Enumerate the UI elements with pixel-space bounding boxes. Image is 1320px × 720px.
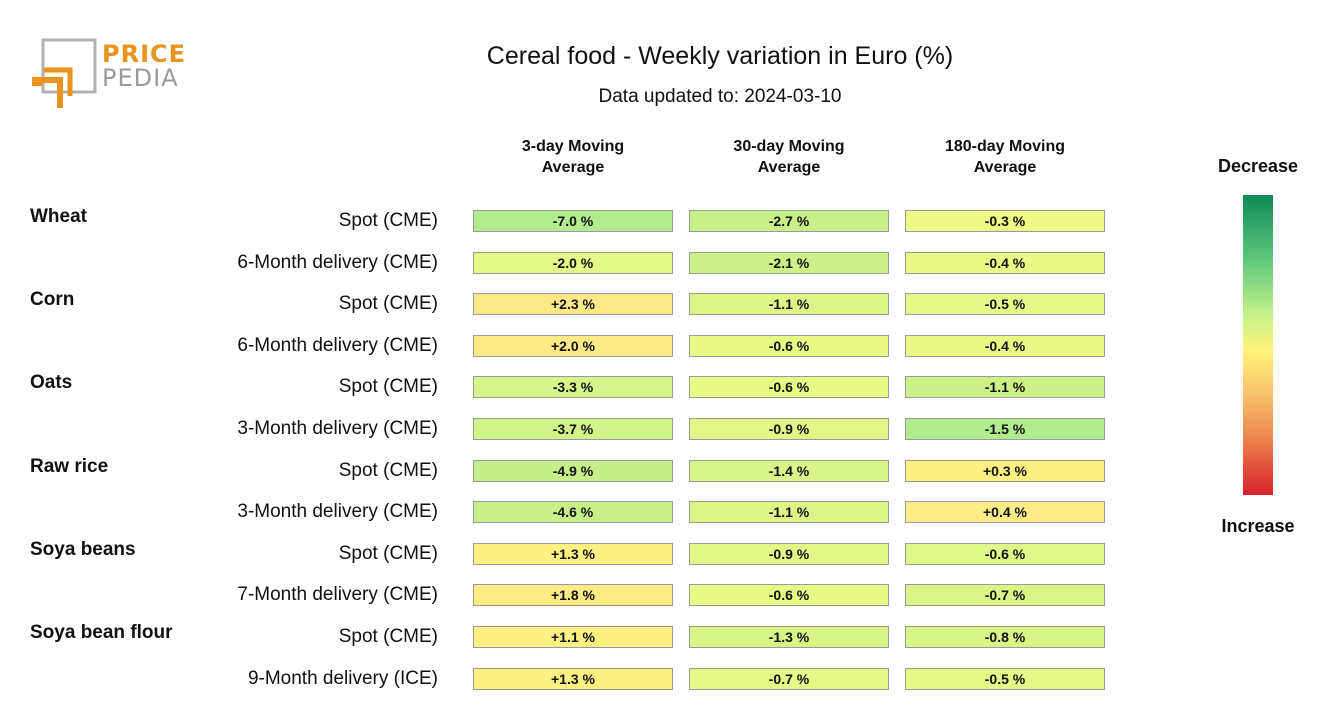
logo-text-pedia: PEDIA [102,64,179,92]
column-header-180day: 180-day Moving Average [905,136,1105,178]
value-cell: -3.7 % [473,418,673,440]
chart-title: Cereal food - Weekly variation in Euro (… [486,42,954,70]
row-label: Spot (CME) [338,210,438,231]
group-label: Raw rice [30,455,109,477]
value-cell: -2.7 % [689,210,889,232]
row-label: 7-Month delivery (CME) [237,584,438,606]
value-cell: -0.6 % [689,584,889,607]
value-cell: -0.8 % [905,626,1105,648]
value-cell: +2.3 % [473,293,673,316]
row-label: 3-Month delivery (CME) [237,501,438,523]
value-cell: -1.4 % [689,459,889,482]
value-cell: +1.1 % [473,626,673,648]
value-cell: -0.7 % [905,584,1105,607]
row-label: Spot (CME) [338,542,438,564]
value-cell: -0.4 % [905,334,1105,357]
value-cell: -7.0 % [473,210,673,232]
value-cell: -1.5 % [905,418,1105,440]
row-label: Spot (CME) [338,626,438,647]
group-label: Wheat [30,206,87,227]
value-cell: -0.3 % [905,210,1105,232]
column-header-line: 3-day Moving [521,138,625,155]
pricepedia-logo: PRICE PEDIA [30,38,200,110]
group-label: Corn [30,289,75,311]
logo-mark-icon [32,38,97,108]
legend-color-scale [1243,195,1273,495]
row-label: 9-Month delivery (ICE) [247,667,438,689]
column-header-line: 30-day Moving [733,138,845,155]
column-header-line: Average [757,159,821,176]
value-cell: -0.5 % [905,667,1105,690]
value-cell: -1.1 % [689,501,889,524]
value-cell: +0.4 % [905,501,1105,524]
value-cell: -0.9 % [689,418,889,440]
group-label: Soya bean flour [30,622,173,643]
group-label: Soya beans [30,538,136,560]
value-cell: -4.6 % [473,501,673,524]
value-cell: -2.1 % [689,251,889,274]
row-label: 6-Month delivery (CME) [237,334,438,356]
row-label: 6-Month delivery (CME) [237,251,438,273]
value-cell: -0.4 % [905,251,1105,274]
value-cell: -0.7 % [689,667,889,690]
row-label: 3-Month delivery (CME) [237,418,438,439]
column-header-3day: 3-day Moving Average [473,136,673,178]
column-header-line: Average [541,159,605,176]
value-cell: -1.1 % [689,293,889,316]
legend-increase-label: Increase [1221,516,1295,536]
group-label: Oats [30,372,73,394]
column-header-line: 180-day Moving [944,138,1066,155]
value-cell: -0.9 % [689,542,889,565]
value-cell: -3.3 % [473,376,673,399]
value-cell: +1.3 % [473,667,673,690]
value-cell: -0.6 % [905,542,1105,565]
value-cell: -1.1 % [905,376,1105,399]
column-header-30day: 30-day Moving Average [689,136,889,178]
value-cell: -0.5 % [905,293,1105,316]
value-cell: +0.3 % [905,459,1105,482]
value-cell: -4.9 % [473,459,673,482]
legend-decrease-label: Decrease [1217,156,1299,176]
value-cell: +1.8 % [473,584,673,607]
row-label: Spot (CME) [338,376,438,398]
value-cell: -0.6 % [689,334,889,357]
value-cell: +2.0 % [473,334,673,357]
value-cell: -0.6 % [689,376,889,399]
logo-text-price: PRICE [102,40,187,68]
row-label: Spot (CME) [338,293,438,315]
row-label: Spot (CME) [338,459,438,481]
value-cell: -2.0 % [473,251,673,274]
value-cell: -1.3 % [689,626,889,648]
chart-subtitle: Data updated to: 2024-03-10 [598,86,842,107]
column-header-line: Average [973,159,1037,176]
value-cell: +1.3 % [473,542,673,565]
